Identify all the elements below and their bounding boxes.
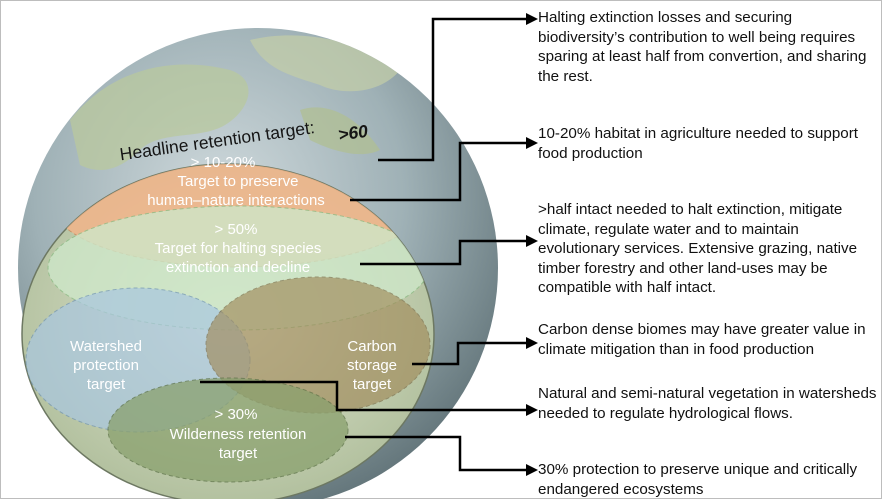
connector-watershed: [200, 380, 528, 412]
headline-value: >60: [337, 121, 369, 145]
arrowhead: [526, 137, 538, 149]
connectors: [200, 17, 528, 472]
halting-pct: > 50%: [215, 221, 258, 238]
human-nature-line1: Target to preserve: [178, 173, 299, 190]
wilderness-line1: Wilderness retention: [170, 426, 307, 443]
arrowhead: [526, 13, 538, 25]
human-nature-pct: > 10-20%: [191, 154, 256, 171]
wilderness-zone: [107, 377, 349, 483]
arrowhead: [526, 404, 538, 416]
watershed-line2: protection: [73, 357, 139, 374]
connector-headline: [378, 17, 528, 162]
arrowhead: [526, 337, 538, 349]
note-carbon: Carbon dense biomes may have greater val…: [538, 321, 866, 358]
arrowheads: [526, 13, 538, 476]
carbon-line1: Carbon: [347, 338, 396, 355]
watershed-line3: target: [87, 376, 126, 393]
halting-line2: extinction and decline: [166, 259, 310, 276]
halting-line1: Target for halting species: [155, 240, 322, 257]
note-wilderness: 30% protection to preserve unique and cr…: [538, 461, 858, 498]
carbon-line2: storage: [347, 357, 397, 374]
note-human-nature: 10-20% habitat in agriculture needed to …: [538, 125, 858, 162]
human-nature-line2: human–nature interactions: [147, 192, 325, 209]
arrowhead: [526, 235, 538, 247]
connector-wilderness: [345, 435, 528, 472]
connector-human-nature: [350, 141, 528, 202]
note-headline: Halting extinction losses and securing b…: [538, 9, 867, 85]
watershed-line1: Watershed: [70, 338, 142, 355]
note-watershed: Natural and semi-natural vegetation in w…: [538, 385, 877, 422]
connector-halting: [360, 239, 528, 266]
connector-carbon: [412, 341, 528, 366]
arrowhead: [526, 464, 538, 476]
wilderness-line2: target: [219, 445, 258, 462]
carbon-line3: target: [353, 376, 392, 393]
note-halting: >half intact needed to halt extinction, …: [538, 201, 858, 296]
wilderness-pct: > 30%: [215, 406, 258, 423]
